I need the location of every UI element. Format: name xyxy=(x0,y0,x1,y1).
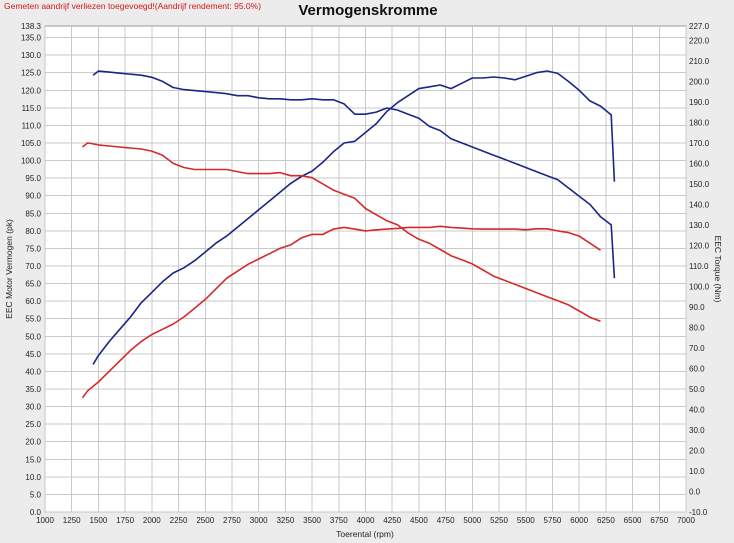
y2-tick-label: 30.0 xyxy=(689,426,705,435)
x-tick-label: 5250 xyxy=(490,516,508,525)
y2-tick-label: 210.0 xyxy=(689,57,710,66)
y2-tick-label: 70.0 xyxy=(689,344,705,353)
y-tick-label: 5.0 xyxy=(30,490,42,499)
y-tick-label: 45.0 xyxy=(25,350,41,359)
y2-tick-label: 150.0 xyxy=(689,180,710,189)
x-tick-label: 5000 xyxy=(463,516,481,525)
y-top-label: 138.3 xyxy=(21,22,42,31)
y-tick-label: 135.0 xyxy=(21,34,42,43)
y-tick-label: 75.0 xyxy=(25,244,41,253)
x-tick-label: 6500 xyxy=(624,516,642,525)
torque-curve-red xyxy=(81,142,601,323)
y-tick-label: 110.0 xyxy=(22,121,42,130)
y2-tick-label: 90.0 xyxy=(689,303,705,312)
x-axis-label: Toerental (rpm) xyxy=(336,529,394,539)
y-tick-label: 10.0 xyxy=(25,473,41,482)
y2-tick-label: 220.0 xyxy=(689,36,710,45)
y2-tick-label: -10.0 xyxy=(689,508,708,517)
y-tick-label: 25.0 xyxy=(25,420,41,429)
y-tick-label: 80.0 xyxy=(25,227,41,236)
x-tick-label: 4250 xyxy=(383,516,401,525)
y2-tick-label: 0.0 xyxy=(689,487,701,496)
y-tick-label: 70.0 xyxy=(25,262,41,271)
x-tick-label: 3250 xyxy=(276,516,294,525)
x-tick-label: 6000 xyxy=(570,516,588,525)
y-tick-label: 30.0 xyxy=(25,403,41,412)
power-curve-blue xyxy=(92,70,616,365)
x-tick-label: 3750 xyxy=(330,516,348,525)
y2-tick-label: 200.0 xyxy=(689,77,710,86)
x-tick-label: 2000 xyxy=(143,516,161,525)
torque-curve-blue xyxy=(92,70,616,279)
x-tick-label: 1500 xyxy=(90,516,108,525)
x-tick-label: 1750 xyxy=(116,516,134,525)
y-tick-label: 55.0 xyxy=(25,315,41,324)
x-tick-label: 1250 xyxy=(63,516,81,525)
x-tick-label: 7000 xyxy=(677,516,695,525)
y2-tick-label: 160.0 xyxy=(689,159,710,168)
y-tick-label: 105.0 xyxy=(21,139,42,148)
y2-tick-label: 80.0 xyxy=(689,323,705,332)
x-tick-label: 3000 xyxy=(250,516,268,525)
driveline-loss-note: Gemeten aandrijf verliezen toegevoegd!(A… xyxy=(4,1,261,11)
y-tick-label: 40.0 xyxy=(25,367,41,376)
x-tick-label: 4750 xyxy=(437,516,455,525)
y2-tick-label: 130.0 xyxy=(689,221,710,230)
y2-tick-label: 50.0 xyxy=(689,385,705,394)
x-tick-label: 4500 xyxy=(410,516,428,525)
gridlines xyxy=(44,26,687,513)
x-tick-label: 6250 xyxy=(597,516,615,525)
y2-top-label: 227.0 xyxy=(689,22,710,31)
x-tick-label: 6750 xyxy=(650,516,668,525)
y-tick-label: 90.0 xyxy=(25,192,41,201)
y2-tick-label: 60.0 xyxy=(689,364,705,373)
y-tick-label: 115.0 xyxy=(22,104,42,113)
y-tick-label: 15.0 xyxy=(25,455,41,464)
y-tick-label: 20.0 xyxy=(25,438,41,447)
y-tick-label: 130.0 xyxy=(21,51,42,60)
y-tick-label: 100.0 xyxy=(21,157,42,166)
y-tick-label: 60.0 xyxy=(25,297,41,306)
series-lines xyxy=(81,70,616,399)
x-tick-label: 2500 xyxy=(196,516,214,525)
y-axis-label: EEC Motor Vermogen (pk) xyxy=(4,219,14,319)
power-curve-red xyxy=(81,225,601,399)
y2-tick-label: 120.0 xyxy=(689,241,710,250)
x-tick-label: 5750 xyxy=(544,516,562,525)
tick-labels: 1000 1250 1500 1750 2000 2250 2500 2750 3000 3250… xyxy=(21,22,710,525)
y2-tick-label: 20.0 xyxy=(689,446,705,455)
y2-tick-label: 40.0 xyxy=(689,405,705,414)
y-tick-label: 50.0 xyxy=(25,332,41,341)
chart-title: Vermogenskromme xyxy=(298,2,437,19)
y2-tick-label: 190.0 xyxy=(689,98,710,107)
y2-tick-label: 10.0 xyxy=(689,467,705,476)
y-tick-label: 35.0 xyxy=(25,385,41,394)
x-tick-label: 1000 xyxy=(36,516,54,525)
y2-tick-label: 110.0 xyxy=(689,262,709,271)
y2-tick-label: 100.0 xyxy=(689,282,710,291)
x-tick-label: 2250 xyxy=(170,516,188,525)
y2-axis-label: EEC Torque (Nm) xyxy=(713,236,723,303)
y-tick-label: 125.0 xyxy=(21,69,42,78)
x-tick-label: 5500 xyxy=(517,516,535,525)
y2-tick-label: 140.0 xyxy=(689,200,710,209)
y-tick-label: 95.0 xyxy=(25,174,41,183)
y2-tick-label: 180.0 xyxy=(689,118,710,127)
x-tick-label: 3500 xyxy=(303,516,321,525)
y-tick-label: 85.0 xyxy=(25,209,41,218)
x-tick-label: 4000 xyxy=(357,516,375,525)
x-tick-label: 2750 xyxy=(223,516,241,525)
y-tick-label: 0.0 xyxy=(30,508,42,517)
y2-tick-label: 170.0 xyxy=(689,139,710,148)
y-tick-label: 65.0 xyxy=(25,280,41,289)
y-tick-label: 120.0 xyxy=(21,86,42,95)
